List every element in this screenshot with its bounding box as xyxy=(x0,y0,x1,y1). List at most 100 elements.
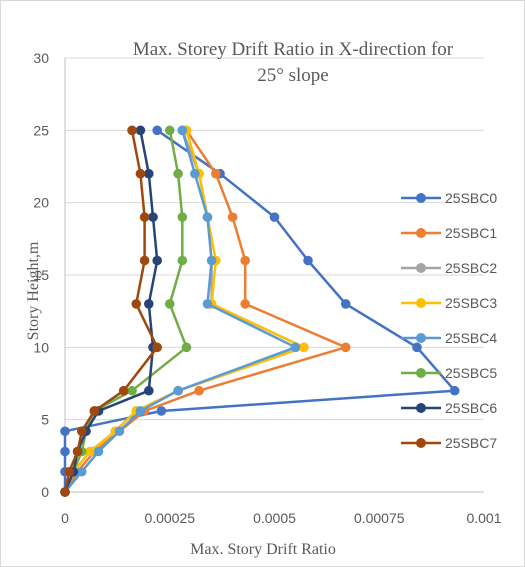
data-point xyxy=(85,446,95,457)
data-point xyxy=(60,446,70,457)
x-axis-title: Max. Story Drift Ratio xyxy=(190,541,336,558)
series-25SBC3 xyxy=(60,125,309,497)
series-25SBC7 xyxy=(60,125,162,497)
data-point xyxy=(139,255,150,266)
series-25SBC0 xyxy=(60,125,460,497)
y-tick-label: 20 xyxy=(33,195,49,211)
data-point xyxy=(135,168,146,179)
axes xyxy=(64,58,484,493)
legend: 25SBC0 25SBC1 25SBC2 25SBC3 25SBC4 25SBC5 25SB… xyxy=(401,190,497,451)
legend-label: 25SBC3 xyxy=(445,295,497,311)
legend-label: 25SBC5 xyxy=(445,365,497,381)
data-point xyxy=(76,466,87,477)
data-point xyxy=(152,342,162,353)
data-point xyxy=(340,342,351,353)
x-tick-label: 0.0005 xyxy=(253,510,296,526)
legend-label: 25SBC7 xyxy=(445,435,497,451)
legend-marker xyxy=(416,228,426,238)
legend-label: 25SBC6 xyxy=(445,400,497,416)
data-point xyxy=(202,212,213,222)
data-point xyxy=(72,446,83,457)
x-tick-label: 0.00075 xyxy=(354,510,405,526)
data-point xyxy=(177,125,188,136)
data-point xyxy=(60,487,70,497)
data-point xyxy=(202,299,213,309)
legend-item: 25SBC7 xyxy=(401,435,497,451)
legend-item: 25SBC3 xyxy=(401,295,497,311)
data-point xyxy=(152,125,162,136)
series-line xyxy=(63,129,306,493)
legend-label: 25SBC2 xyxy=(445,260,497,276)
legend-marker xyxy=(416,368,426,378)
tick-labels: 0 5 10 15 20 25 30 0 0.00025 0.0005 0.00075 0.001 xyxy=(33,50,501,526)
data-point xyxy=(139,212,150,222)
series-25SBC4 xyxy=(60,125,301,497)
y-tick-label: 10 xyxy=(33,339,49,355)
series-25SBC6 xyxy=(60,125,162,497)
legend-item: 25SBC2 xyxy=(401,260,497,276)
data-point xyxy=(152,255,162,266)
legend-label: 25SBC1 xyxy=(445,225,497,241)
series-line xyxy=(63,129,306,493)
data-point xyxy=(173,168,183,179)
data-point xyxy=(114,426,125,437)
data-point xyxy=(164,125,175,136)
data-point xyxy=(164,299,175,309)
legend-item: 25SBC5 xyxy=(401,365,497,381)
data-point xyxy=(148,212,158,222)
data-point xyxy=(303,255,313,266)
y-tick-label: 30 xyxy=(33,50,49,66)
y-tick-label: 5 xyxy=(41,412,49,428)
data-point xyxy=(127,385,137,396)
data-point xyxy=(156,406,167,416)
chart-title-group: Max. Storey Drift Ratio in X-direction f… xyxy=(133,39,454,86)
data-point xyxy=(144,168,154,179)
chart-title-line-2: 25° slope xyxy=(257,65,328,86)
x-tick-label: 0 xyxy=(61,510,69,526)
data-point xyxy=(60,426,70,437)
legend-item: 25SBC6 xyxy=(401,400,497,416)
legend-label: 25SBC0 xyxy=(445,190,497,206)
data-point xyxy=(240,255,250,266)
data-point xyxy=(131,299,142,309)
data-point xyxy=(177,255,188,266)
data-point xyxy=(412,342,422,353)
y-axis-title: Story Height,m xyxy=(25,241,42,340)
data-point xyxy=(144,299,154,309)
data-point xyxy=(181,342,192,353)
y-tick-label: 0 xyxy=(41,484,49,500)
data-point xyxy=(118,385,129,396)
series-25SBC2 xyxy=(60,125,309,497)
data-point xyxy=(227,212,238,222)
data-point xyxy=(190,168,200,179)
data-point xyxy=(340,299,351,309)
legend-item: 25SBC0 xyxy=(401,190,497,206)
data-point xyxy=(269,212,280,222)
data-point xyxy=(173,385,183,396)
data-point xyxy=(194,385,204,396)
series-group xyxy=(60,125,460,497)
legend-item: 25SBC4 xyxy=(401,330,497,346)
data-point xyxy=(144,385,154,396)
gridlines xyxy=(65,57,484,421)
data-point xyxy=(127,125,137,136)
legend-marker xyxy=(416,403,426,413)
y-tick-label: 15 xyxy=(33,267,49,283)
legend-marker xyxy=(416,263,426,273)
data-point xyxy=(299,342,309,353)
data-point xyxy=(177,212,188,222)
y-tick-label: 25 xyxy=(33,122,49,138)
data-point xyxy=(135,406,146,416)
data-point xyxy=(240,299,250,309)
data-point xyxy=(211,168,221,179)
x-tick-label: 0.00025 xyxy=(144,510,195,526)
data-point xyxy=(449,385,460,396)
data-point xyxy=(290,342,301,353)
legend-label: 25SBC4 xyxy=(445,330,497,346)
legend-marker xyxy=(416,298,426,308)
data-point xyxy=(135,125,146,136)
data-point xyxy=(64,466,74,477)
data-point xyxy=(206,255,217,266)
